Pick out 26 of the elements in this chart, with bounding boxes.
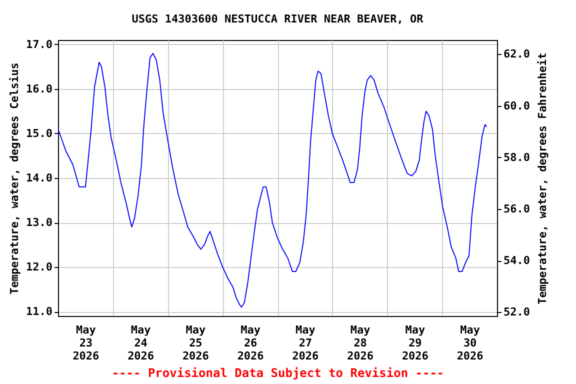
x-tick-label: May 28 2026 xyxy=(347,324,374,362)
x-tick-label: May 27 2026 xyxy=(292,324,320,362)
x-tick-label: May 29 2026 xyxy=(402,324,429,362)
x-tick-label: May 25 2026 xyxy=(182,324,210,362)
y-tick-label: 16.0 xyxy=(26,82,52,96)
y2-tick-label: 58.0 xyxy=(504,150,530,164)
y-tick-label: 15.0 xyxy=(26,126,52,140)
x-tick-label: May 30 2026 xyxy=(456,324,484,362)
x-tick-label: May 26 2026 xyxy=(237,324,264,362)
line-series xyxy=(58,52,488,308)
y2-tick-label: 62.0 xyxy=(504,48,530,61)
x-tick-label: May 23 2026 xyxy=(72,324,100,362)
y-axis-title: Temperature, water, degrees Celsius xyxy=(8,62,22,294)
y2-tick-label: 60.0 xyxy=(504,99,530,112)
y-tick-label: 14.0 xyxy=(26,172,52,184)
y-tick-label: 12.0 xyxy=(26,260,52,274)
y-tick-label: 11.0 xyxy=(26,305,52,318)
y2-tick-label: 52.0 xyxy=(504,306,530,319)
chart-title: USGS 14303600 NESTUCCA RIVER NEAR BEAVER, OR xyxy=(132,12,424,26)
x-tick-label: May 24 2026 xyxy=(128,324,154,362)
y2-tick-label: 54.0 xyxy=(504,254,530,268)
y-tick-label: 17.0 xyxy=(26,38,52,51)
y-tick-label: 13.0 xyxy=(26,216,52,230)
text: ---- Provisional Data Subject to Revision ---- xyxy=(110,366,446,380)
y2-tick-label: 56.0 xyxy=(504,202,530,216)
y2-axis-title: Temperature, water, degrees Fahrenheit xyxy=(536,52,549,304)
